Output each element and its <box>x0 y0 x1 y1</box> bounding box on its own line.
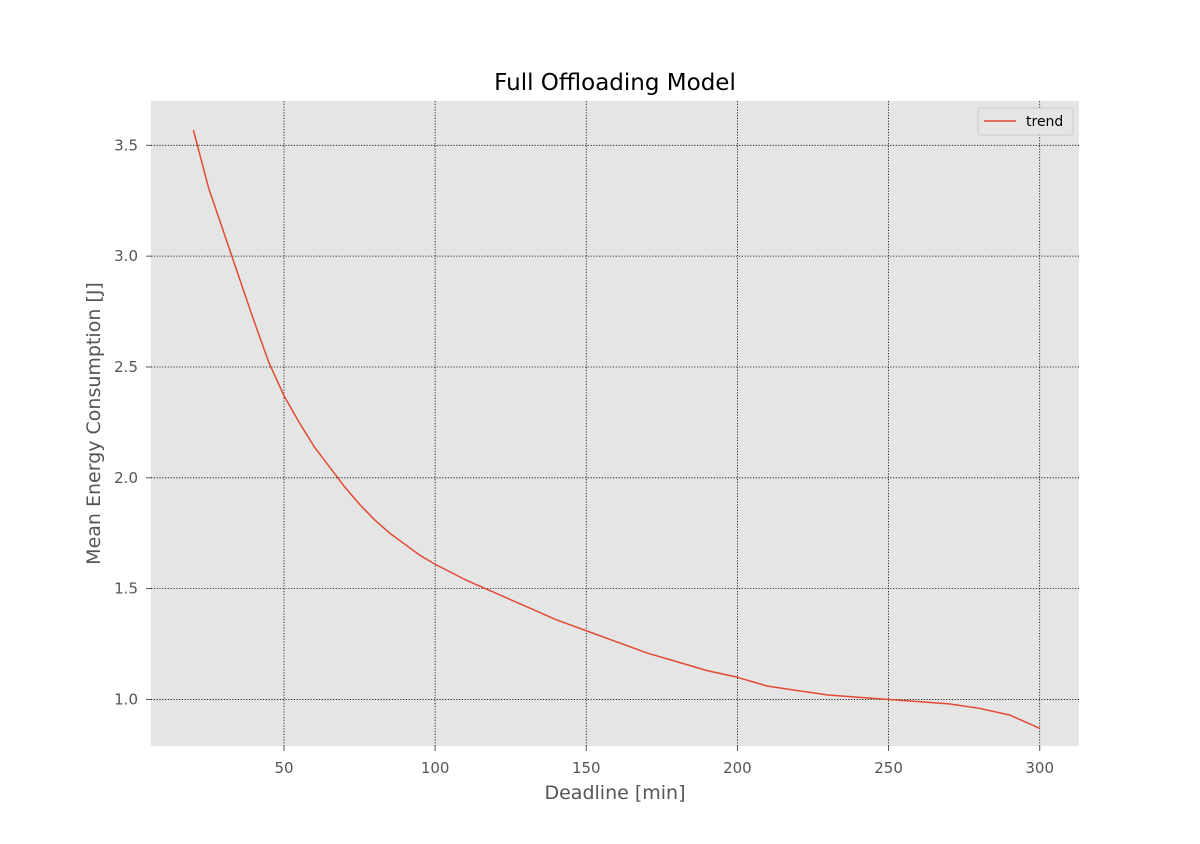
x-tick-label: 150 <box>572 759 601 777</box>
y-tick-label: 2.5 <box>114 358 138 376</box>
x-tick-label: 100 <box>421 759 450 777</box>
x-axis-ticks: 50 100 150 200 250 300 <box>274 746 1054 777</box>
x-tick-label: 300 <box>1025 759 1054 777</box>
y-tick-label: 3.5 <box>114 136 138 154</box>
plot-area <box>151 101 1079 746</box>
y-tick-label: 2.0 <box>114 469 138 487</box>
y-tick-label: 1.5 <box>114 580 138 598</box>
legend-label-trend: trend <box>1026 114 1063 130</box>
x-axis-label: Deadline [min] <box>544 782 685 804</box>
y-axis-label: Mean Energy Consumption [J] <box>83 282 105 565</box>
y-tick-label: 3.0 <box>114 247 138 265</box>
legend: trend <box>978 108 1073 135</box>
x-tick-label: 250 <box>874 759 903 777</box>
y-tick-label: 1.0 <box>114 690 138 708</box>
y-axis-ticks: 1.0 1.5 2.0 2.5 3.0 3.5 <box>114 136 151 708</box>
x-tick-label: 200 <box>723 759 752 777</box>
x-tick-label: 50 <box>274 759 293 777</box>
chart-title: Full Offloading Model <box>494 70 736 96</box>
